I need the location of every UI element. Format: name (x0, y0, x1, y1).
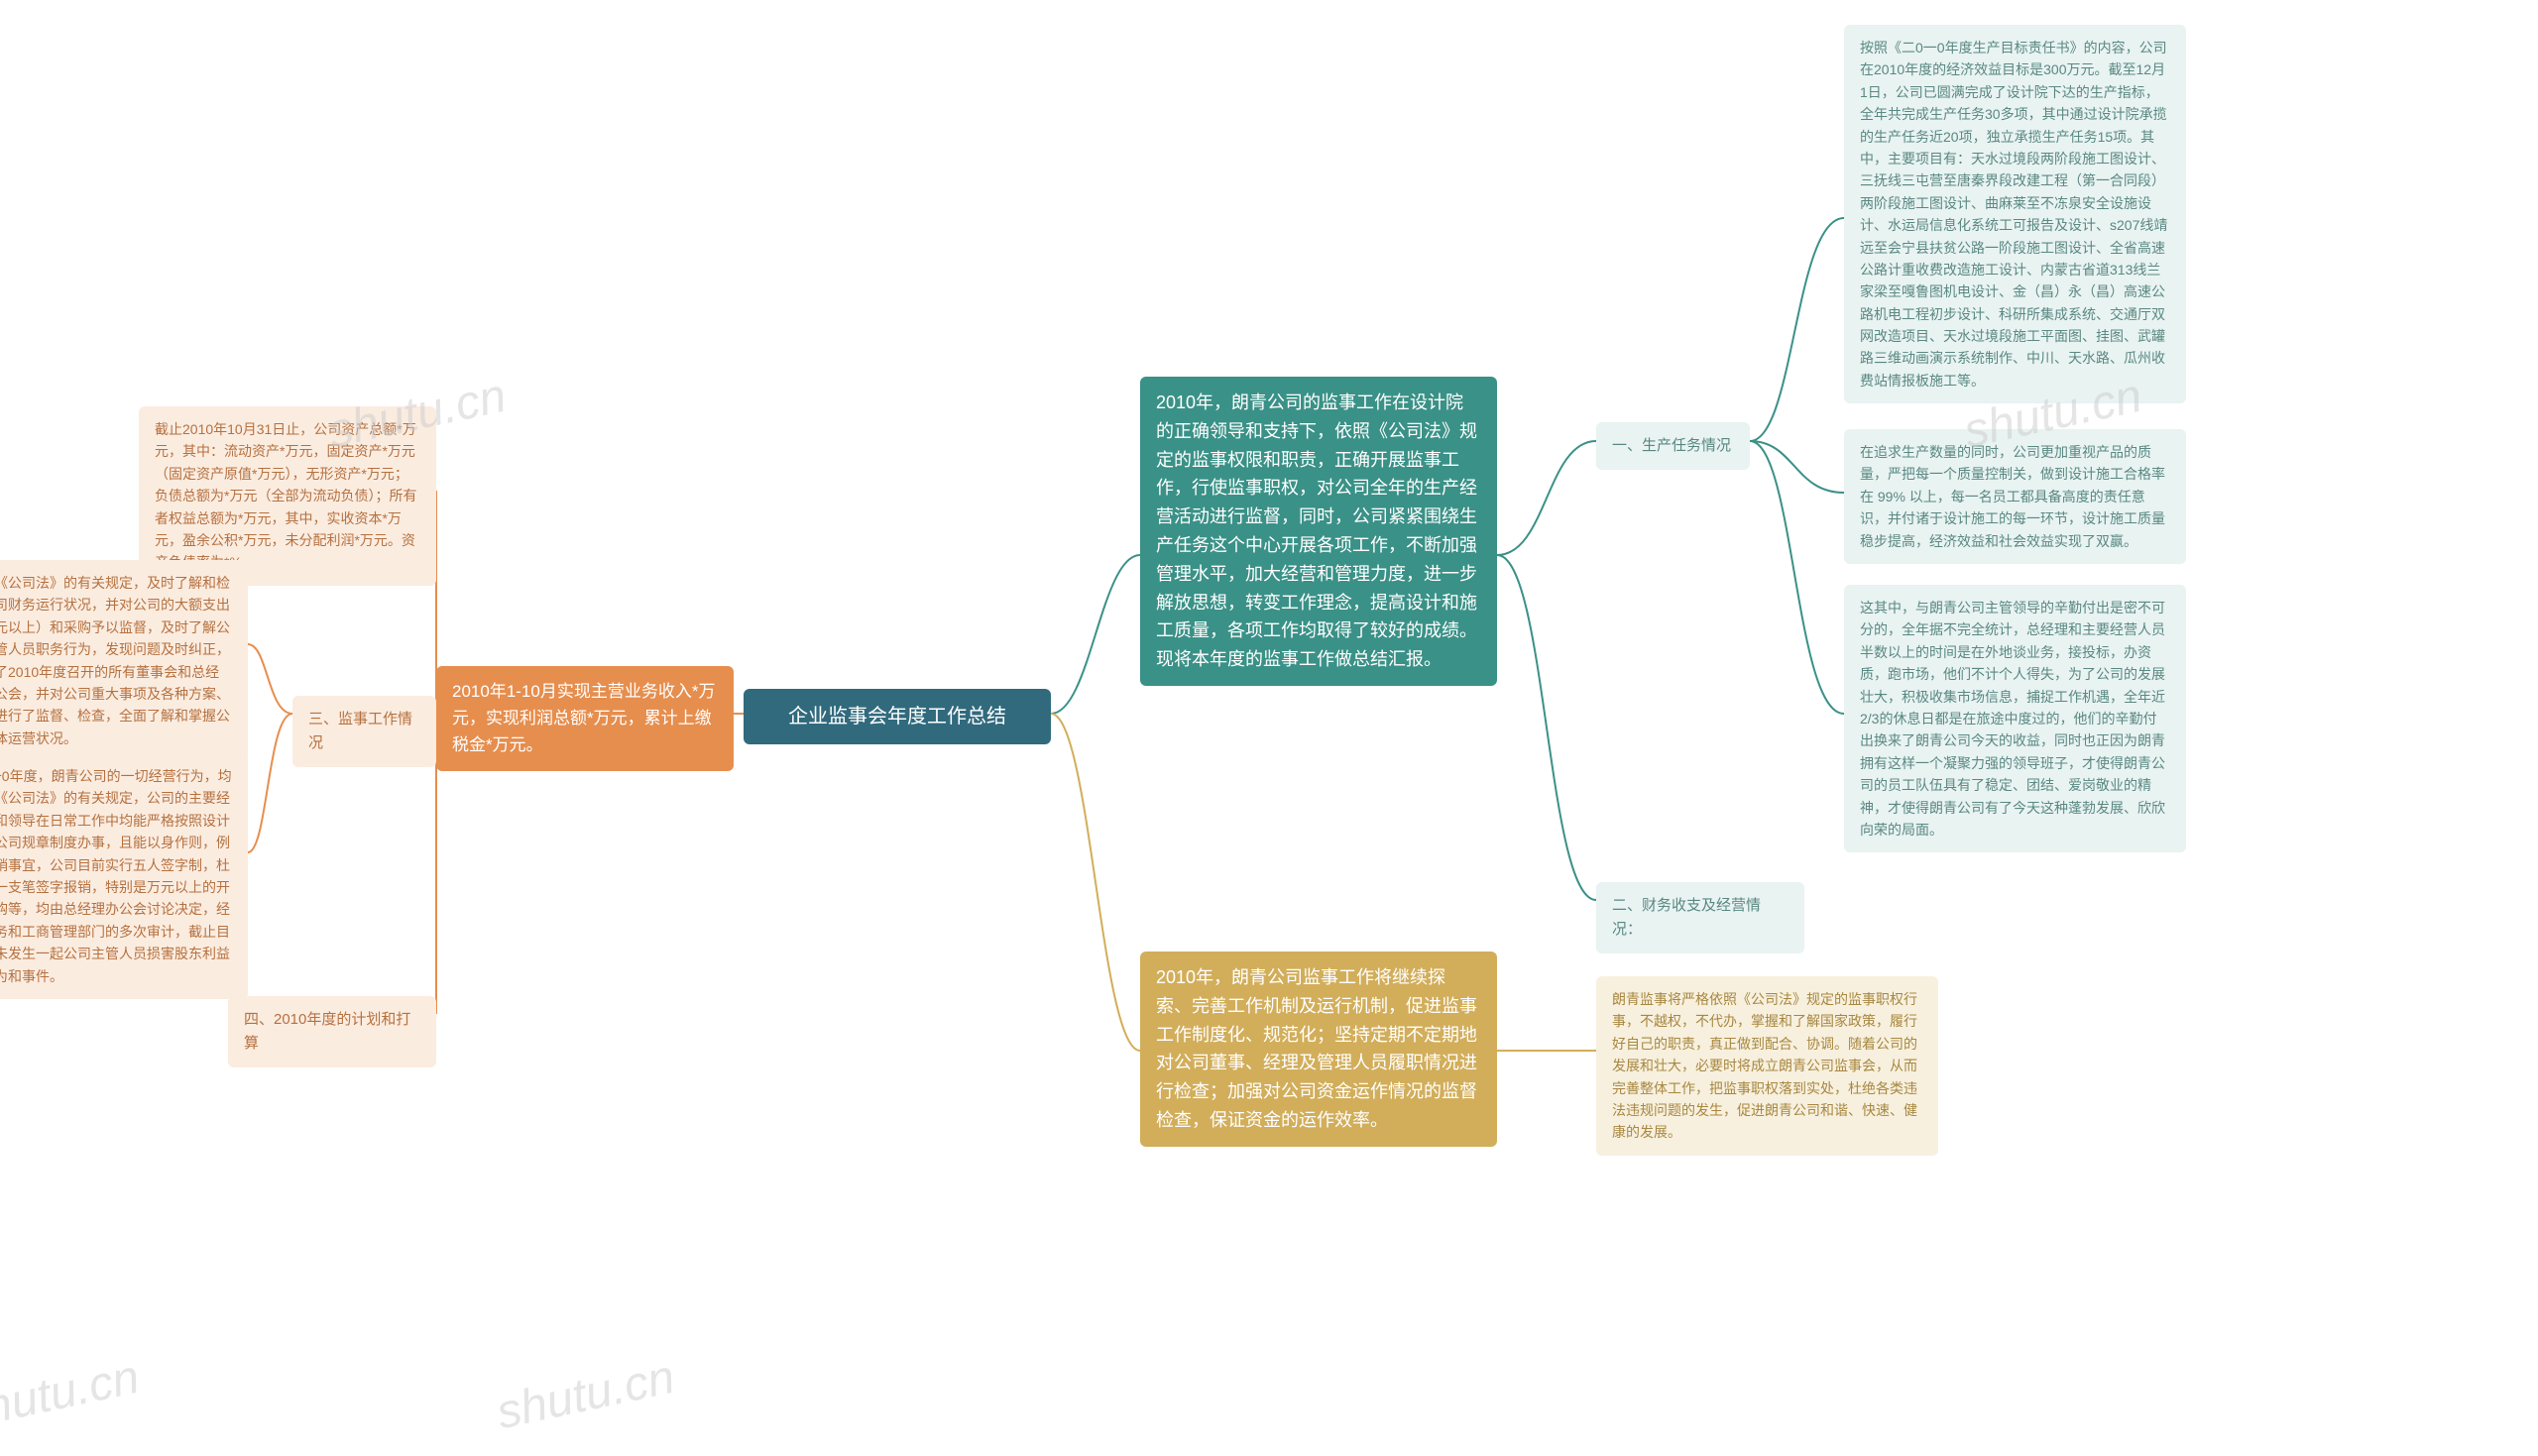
left-branch-1b1: 依照《公司法》的有关规定，及时了解和检查公司财务运行状况，并对公司的大额支出（万… (0, 560, 248, 761)
left-branch-1c: 四、2010年度的计划和打算 (228, 996, 436, 1067)
left-branch-1b: 三、监事工作情况 (292, 696, 436, 767)
right-branch-1a1: 按照《二0一0年度生产目标责任书》的内容，公司在2010年度的经济效益目标是30… (1844, 25, 2186, 403)
watermark: shutu.cn (492, 1350, 679, 1441)
right-branch-1: 2010年，朗青公司的监事工作在设计院的正确领导和支持下，依照《公司法》规定的监… (1140, 377, 1497, 686)
right-branch-1a: 一、生产任务情况 (1596, 422, 1750, 470)
watermark: shutu.cn (0, 1350, 144, 1441)
left-branch-1: 2010年1-10月实现主营业务收入*万元，实现利润总额*万元，累计上缴税金*万… (436, 666, 734, 771)
left-branch-1b2: 二0一0年度，朗青公司的一切经营行为，均符合《公司法》的有关规定，公司的主要经营… (0, 753, 248, 999)
left-branch-1a: 截止2010年10月31日止，公司资产总额*万元，其中：流动资产*万元，固定资产… (139, 406, 436, 586)
right-branch-2: 2010年，朗青公司监事工作将继续探索、完善工作机制及运行机制，促进监事工作制度… (1140, 952, 1497, 1147)
right-branch-2a: 朗青监事将严格依照《公司法》规定的监事职权行事，不越权，不代办，掌握和了解国家政… (1596, 976, 1938, 1156)
right-branch-1a2: 在追求生产数量的同时，公司更加重视产品的质量，严把每一个质量控制关，做到设计施工… (1844, 429, 2186, 564)
root-node: 企业监事会年度工作总结 (744, 689, 1051, 744)
right-branch-1b: 二、财务收支及经营情况： (1596, 882, 1804, 953)
right-branch-1a3: 这其中，与朗青公司主管领导的辛勤付出是密不可分的，全年据不完全统计，总经理和主要… (1844, 585, 2186, 852)
